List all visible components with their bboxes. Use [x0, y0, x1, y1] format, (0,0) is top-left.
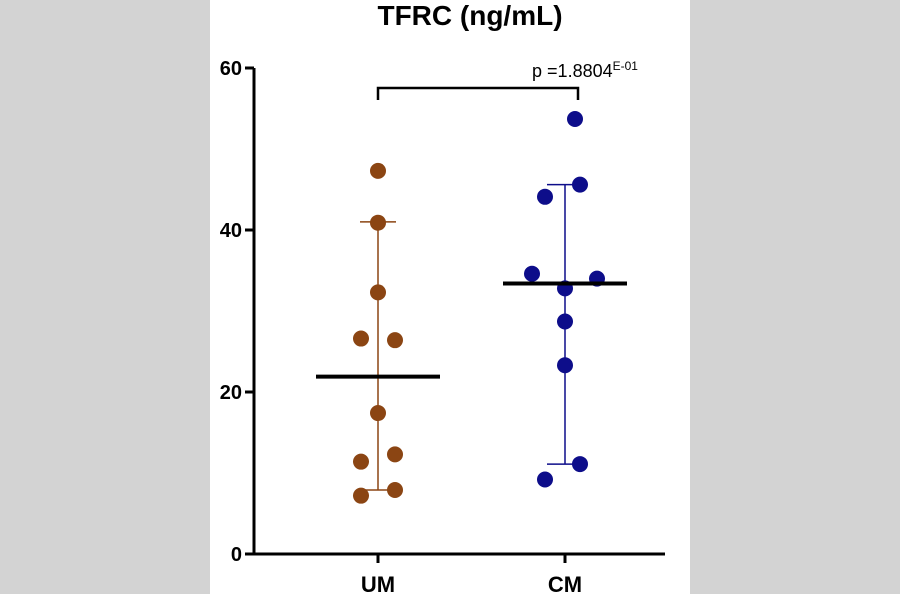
data-point [387, 446, 403, 463]
data-point [572, 456, 588, 473]
p-value-exponent: E-01 [613, 59, 639, 73]
x-axis: UM CM [252, 552, 665, 594]
p-value-main: p =1.8804 [532, 61, 613, 81]
data-point [537, 188, 553, 205]
x-tick-label: UM [361, 572, 395, 594]
data-point [353, 330, 369, 347]
scatter-chart: TFRC (ng/mL) 0 20 40 60 UM CM p =1.8804E-01 [220, 0, 665, 594]
y-tick-label: 40 [220, 220, 242, 242]
bracket-line [376, 86, 580, 100]
y-tick-label: 20 [220, 382, 242, 404]
series-CM [503, 111, 627, 488]
data-point [567, 111, 583, 128]
data-point [557, 357, 573, 374]
data-point [557, 313, 573, 330]
chart-title: TFRC (ng/mL) [377, 0, 562, 31]
data-point [537, 471, 553, 488]
y-tick-label: 0 [231, 544, 242, 566]
data-point [572, 176, 588, 193]
data-point [353, 487, 369, 504]
data-point [370, 162, 386, 179]
data-point [387, 482, 403, 499]
data-point [370, 214, 386, 231]
data-point [387, 332, 403, 349]
x-tick-label: CM [548, 572, 582, 594]
y-tick-label: 60 [220, 58, 242, 80]
y-axis: 0 20 40 60 [220, 58, 256, 566]
data-point [353, 453, 369, 470]
p-value-label: p =1.8804E-01 [532, 59, 638, 81]
data-series [316, 111, 627, 504]
chart-panel: TFRC (ng/mL) 0 20 40 60 UM CM p =1.8804E-01 [210, 0, 690, 594]
data-point [370, 284, 386, 301]
significance-bracket: p =1.8804E-01 [376, 59, 638, 100]
data-point [370, 405, 386, 422]
series-UM [316, 162, 440, 504]
data-point [524, 265, 540, 282]
